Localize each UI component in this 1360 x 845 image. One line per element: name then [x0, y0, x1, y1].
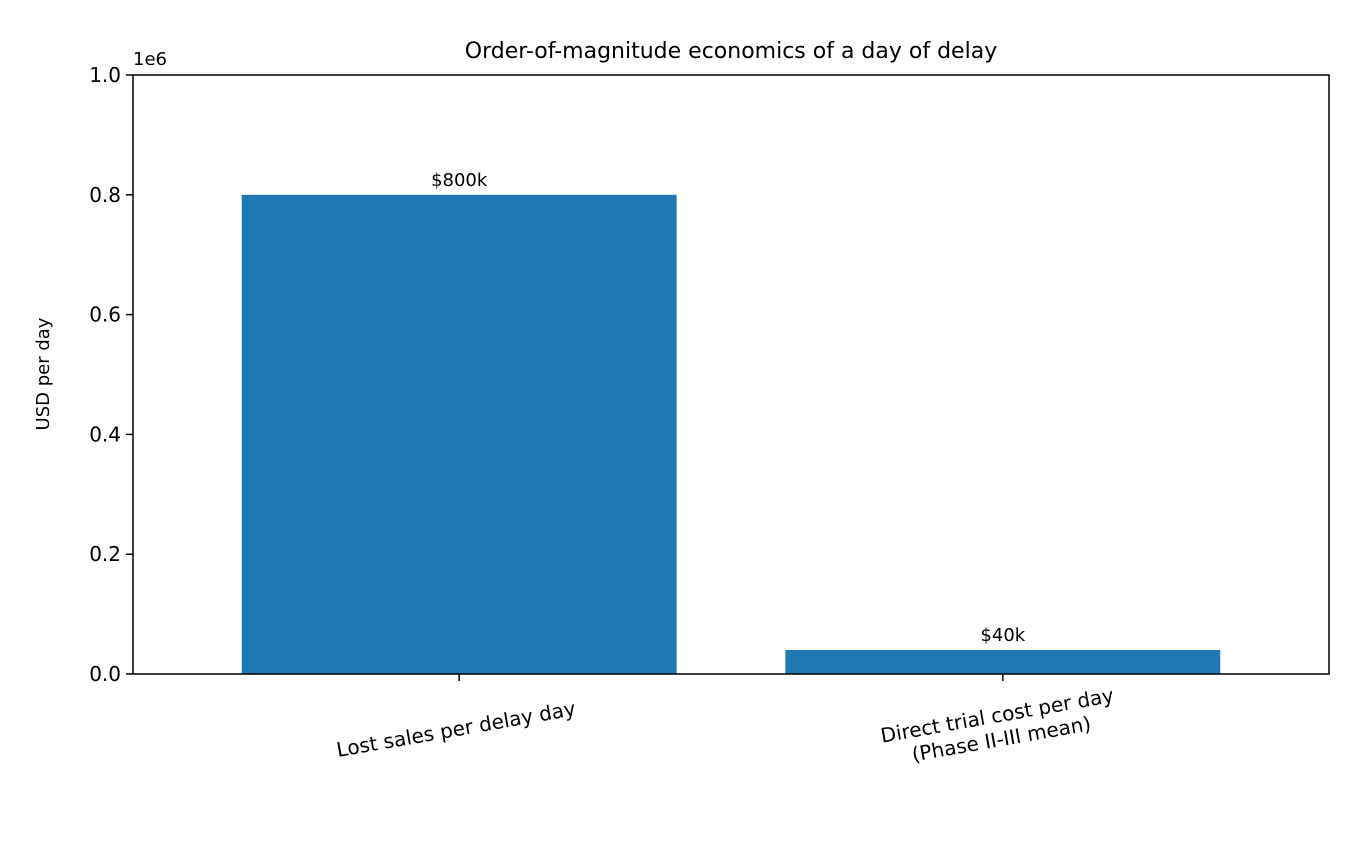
y-axis-label: USD per day [33, 317, 54, 430]
bar-value-label: $800k [431, 170, 488, 191]
bar-value-label: $40k [980, 625, 1025, 646]
y-tick-label: 0.2 [89, 542, 121, 566]
plot-frame [132, 74, 1330, 675]
y-tick-label: 0.8 [89, 183, 121, 207]
bar [241, 194, 677, 675]
y-tick-label: 1.0 [89, 63, 121, 87]
bar [785, 650, 1221, 674]
y-tick-label: 0.6 [89, 303, 121, 327]
x-tick-label: Direct trial cost per day(Phase II-III m… [879, 683, 1120, 771]
x-tick-label-line: Lost sales per delay day [335, 696, 578, 762]
bars-layer: $800k $40k [241, 170, 1221, 675]
y-tick-label: 0.0 [89, 662, 121, 686]
chart-title: Order-of-magnitude economics of a day of… [465, 39, 997, 64]
y-offset-label: 1e6 [133, 49, 167, 70]
x-tick-label: Lost sales per delay day [335, 696, 578, 762]
y-tick-label: 0.4 [89, 422, 121, 446]
